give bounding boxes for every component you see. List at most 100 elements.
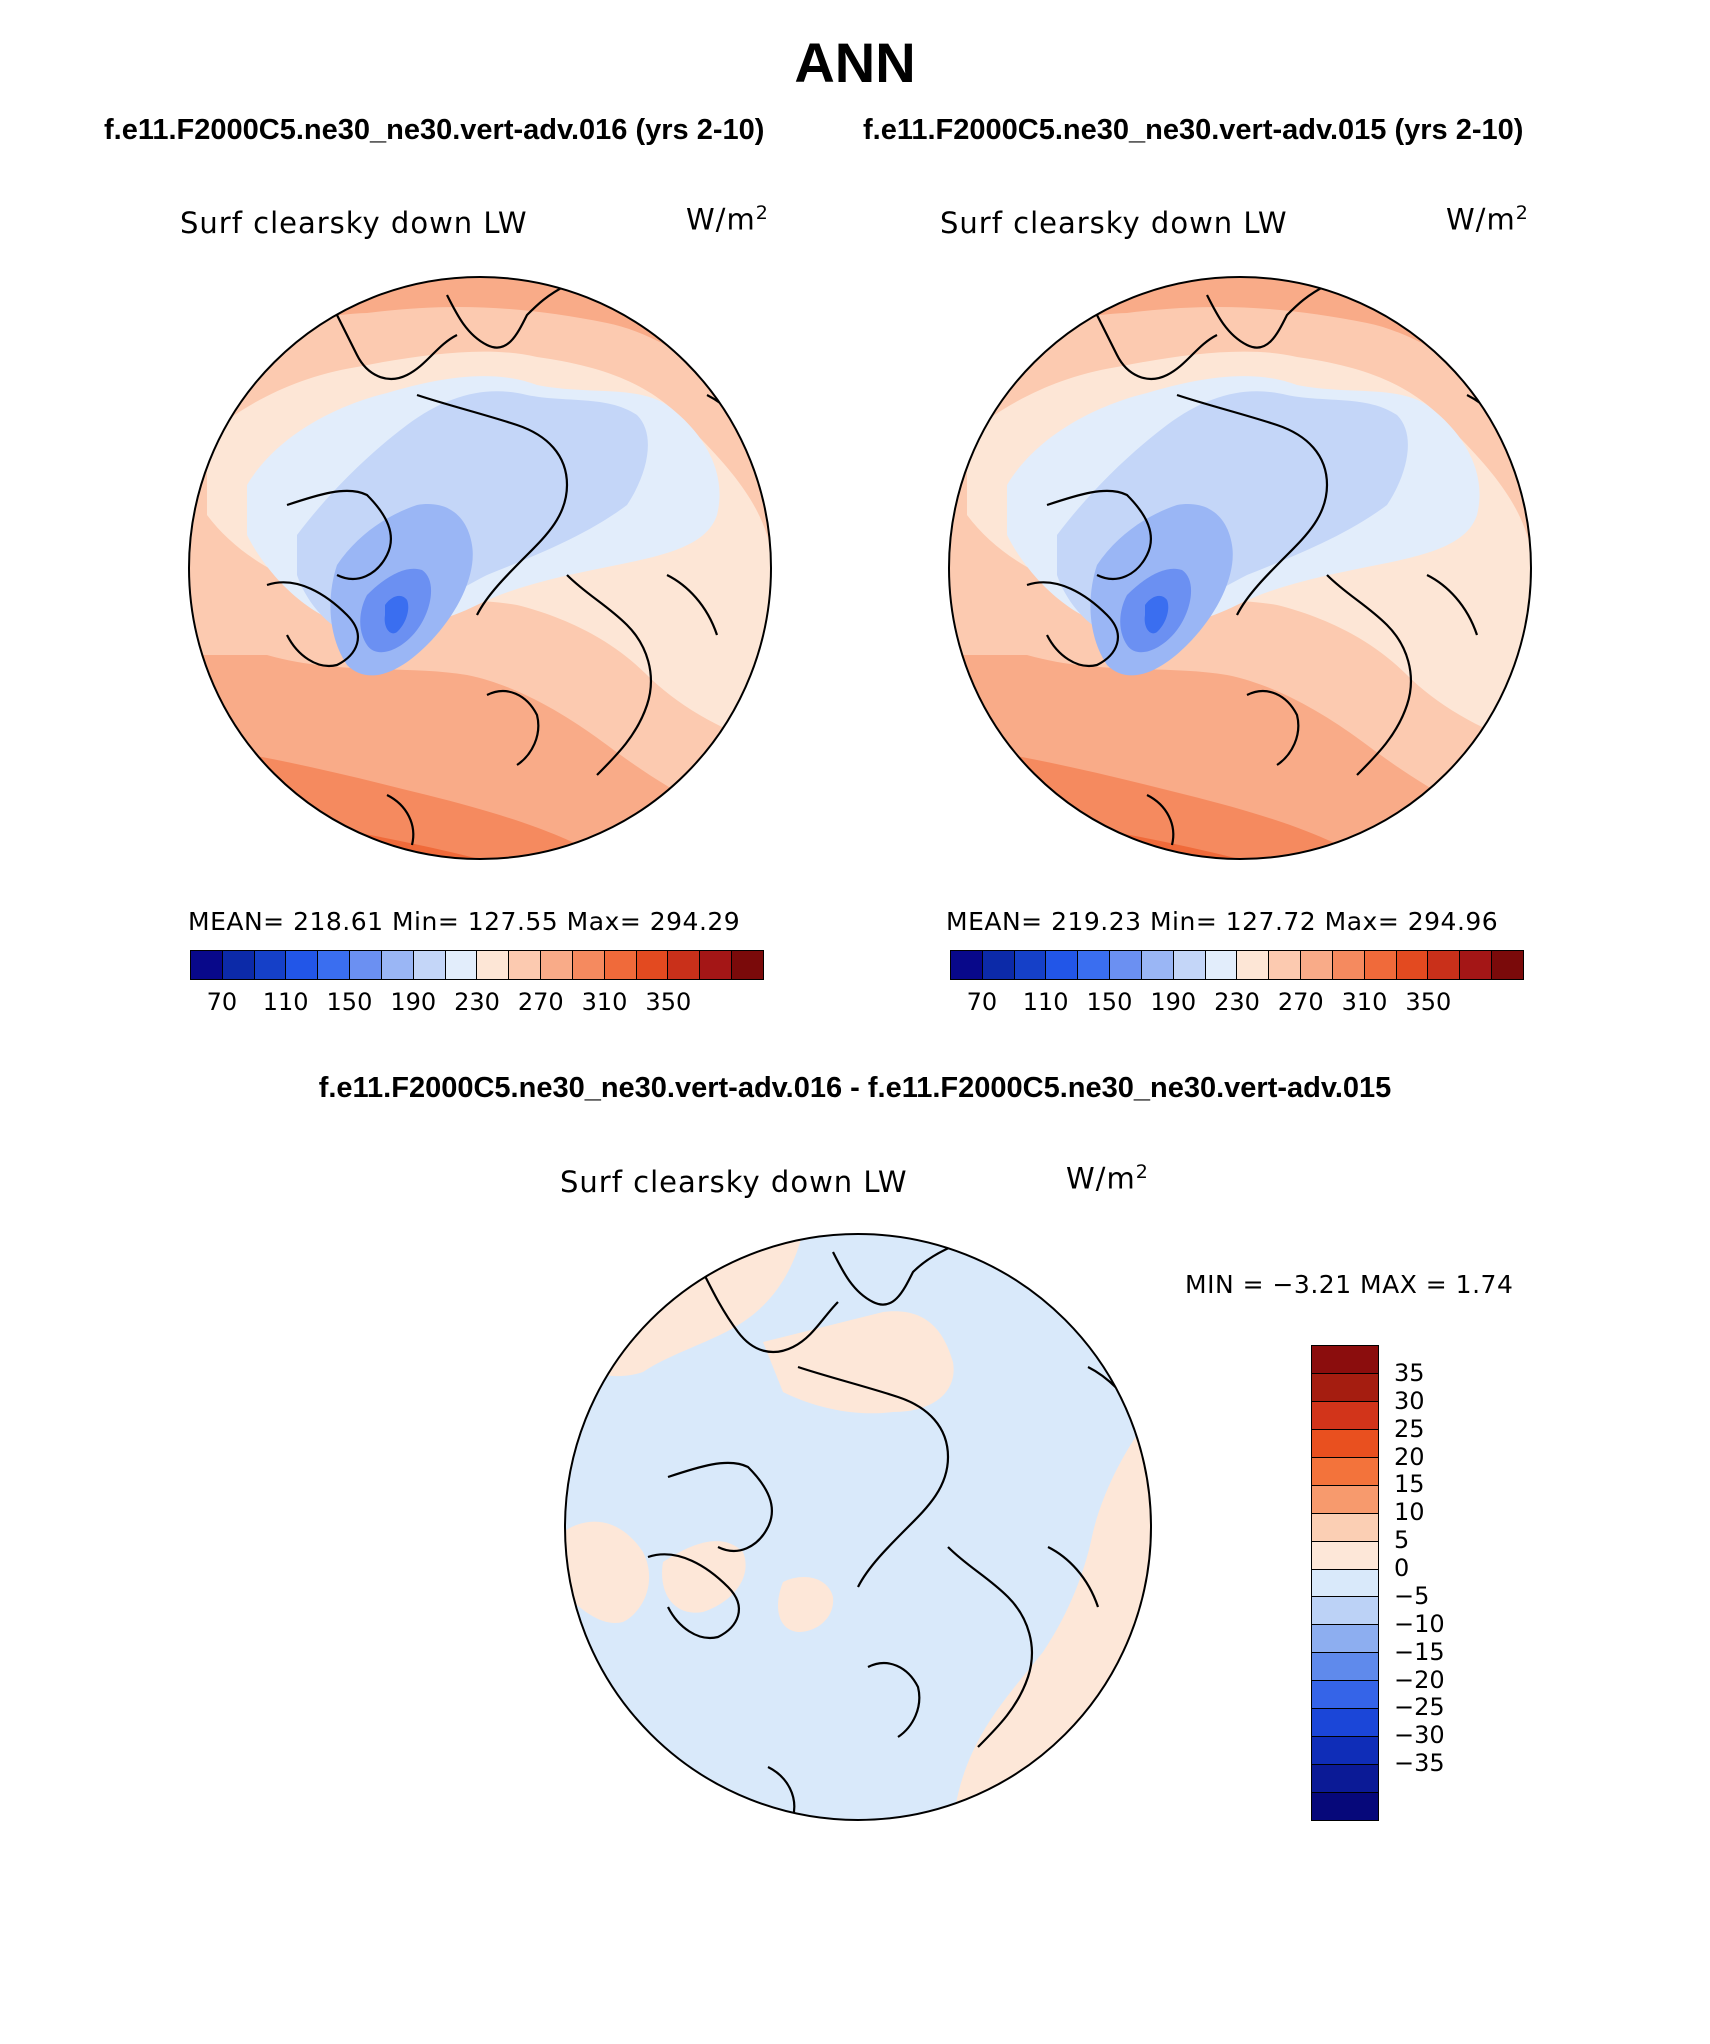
colorbar-swatch — [1312, 1513, 1378, 1542]
colorbar-swatch — [668, 951, 701, 979]
colorbar-tick-label: −20 — [1394, 1665, 1445, 1694]
colorbar-tick-label: 190 — [390, 988, 437, 1016]
left-polar-map — [188, 276, 772, 860]
colorbar-swatch — [1312, 1401, 1378, 1430]
colorbar-tick-label: 150 — [326, 988, 373, 1016]
left-panel-units: W/m2 — [686, 202, 769, 237]
colorbar-swatch — [254, 951, 287, 979]
colorbar-tick-label: 310 — [581, 988, 628, 1016]
colorbar-swatch — [732, 951, 763, 979]
colorbar-swatch — [445, 951, 478, 979]
colorbar-tick-label: −30 — [1394, 1721, 1445, 1750]
colorbar-swatch — [1312, 1625, 1378, 1654]
colorbar-tick-label: 15 — [1394, 1470, 1425, 1499]
right-case-title: f.e11.F2000C5.ne30_ne30.vert-adv.015 (yr… — [863, 114, 1524, 146]
colorbar-swatch — [1205, 951, 1238, 979]
colorbar-swatch — [951, 951, 983, 979]
colorbar-tick-label: 270 — [517, 988, 564, 1016]
colorbar-swatch — [572, 951, 605, 979]
colorbar-swatch — [1014, 951, 1047, 979]
colorbar-swatch — [222, 951, 255, 979]
colorbar-swatch — [1460, 951, 1493, 979]
colorbar-swatch — [1312, 1346, 1378, 1374]
diff-panel-units: W/m2 — [1066, 1161, 1149, 1196]
colorbar-swatch — [1301, 951, 1333, 979]
colorbar-tick-label: −5 — [1394, 1581, 1430, 1610]
colorbar-tick-label: 350 — [1405, 988, 1452, 1016]
colorbar-tick-label: 35 — [1394, 1358, 1425, 1387]
figure-title: ANN — [794, 31, 916, 94]
right-panel-units: W/m2 — [1446, 202, 1529, 237]
right-colorbar-ticks: 70 110 150 190 230 270 310 350 — [950, 988, 1524, 1018]
left-panel-variable: Surf clearsky down LW — [180, 206, 528, 240]
colorbar-swatch — [1312, 1429, 1378, 1458]
diff-colorbar-ticks: 35 30 25 20 15 10 5 0 −5 −10 −15 −20 −25 −30 −35 — [1394, 1345, 1474, 1819]
colorbar-swatch — [1237, 951, 1270, 979]
right-colorbar-swatches — [950, 950, 1524, 980]
colorbar-swatch — [982, 951, 1015, 979]
colorbar-tick-label: 230 — [454, 988, 500, 1016]
colorbar-swatch — [1078, 951, 1111, 979]
colorbar-tick-label: 190 — [1150, 988, 1197, 1016]
colorbar-swatch — [1332, 951, 1365, 979]
colorbar-swatch — [1312, 1653, 1378, 1682]
colorbar-swatch — [700, 951, 733, 979]
colorbar-swatch — [1312, 1373, 1378, 1402]
colorbar-swatch — [477, 951, 510, 979]
diff-panel-variable: Surf clearsky down LW — [560, 1165, 908, 1199]
diff-polar-map — [564, 1233, 1152, 1821]
colorbar-swatch — [1312, 1541, 1378, 1570]
colorbar-tick-label: 20 — [1394, 1442, 1425, 1471]
right-polar-map — [948, 276, 1532, 860]
colorbar-swatch — [1312, 1737, 1378, 1766]
diff-colorbar-swatches — [1311, 1345, 1379, 1821]
colorbar-swatch — [1269, 951, 1302, 979]
colorbar-tick-label: 25 — [1394, 1414, 1425, 1443]
colorbar-tick-label: 150 — [1086, 988, 1133, 1016]
colorbar-swatch — [1173, 951, 1206, 979]
colorbar-swatch — [1110, 951, 1142, 979]
left-colorbar-swatches — [190, 950, 764, 980]
colorbar-tick-label: 0 — [1394, 1554, 1410, 1583]
colorbar-swatch — [1312, 1597, 1378, 1626]
right-panel-variable: Surf clearsky down LW — [940, 206, 1288, 240]
right-colorbar — [950, 950, 1524, 980]
diff-case-title: f.e11.F2000C5.ne30_ne30.vert-adv.016 - f… — [318, 1072, 1392, 1104]
colorbar-tick-label: 310 — [1341, 988, 1388, 1016]
colorbar-tick-label: 230 — [1214, 988, 1260, 1016]
diff-colorbar — [1311, 1345, 1379, 1821]
colorbar-tick-label: −25 — [1394, 1693, 1445, 1722]
colorbar-tick-label: 70 — [206, 988, 238, 1016]
colorbar-swatch — [350, 951, 382, 979]
colorbar-tick-label: −15 — [1394, 1637, 1445, 1666]
colorbar-tick-label: 10 — [1394, 1498, 1425, 1527]
colorbar-swatch — [1396, 951, 1429, 979]
colorbar-swatch — [1046, 951, 1079, 979]
right-panel-stats: MEAN= 219.23 Min= 127.72 Max= 294.96 — [946, 907, 1499, 936]
colorbar-swatch — [286, 951, 319, 979]
left-colorbar — [190, 950, 764, 980]
colorbar-tick-label: 350 — [645, 988, 692, 1016]
colorbar-swatch — [1428, 951, 1461, 979]
colorbar-tick-label: 30 — [1394, 1386, 1425, 1415]
colorbar-swatch — [1492, 951, 1523, 979]
diff-panel-stats: MIN = −3.21 MAX = 1.74 — [1185, 1270, 1514, 1299]
colorbar-swatch — [509, 951, 542, 979]
colorbar-swatch — [1312, 1793, 1378, 1820]
colorbar-swatch — [1312, 1485, 1378, 1514]
colorbar-tick-label: −35 — [1394, 1749, 1445, 1778]
left-case-title: f.e11.F2000C5.ne30_ne30.vert-adv.016 (yr… — [104, 114, 765, 146]
colorbar-swatch — [1312, 1709, 1378, 1738]
colorbar-swatch — [381, 951, 414, 979]
colorbar-swatch — [413, 951, 446, 979]
colorbar-swatch — [318, 951, 351, 979]
colorbar-swatch — [636, 951, 669, 979]
colorbar-tick-label: 5 — [1394, 1526, 1410, 1555]
colorbar-swatch — [1312, 1681, 1378, 1710]
colorbar-tick-label: −10 — [1394, 1609, 1445, 1638]
colorbar-swatch — [1312, 1765, 1378, 1793]
colorbar-tick-label: 270 — [1277, 988, 1324, 1016]
colorbar-tick-label: 70 — [966, 988, 998, 1016]
colorbar-swatch — [1312, 1457, 1378, 1486]
colorbar-tick-label: 110 — [262, 988, 309, 1016]
